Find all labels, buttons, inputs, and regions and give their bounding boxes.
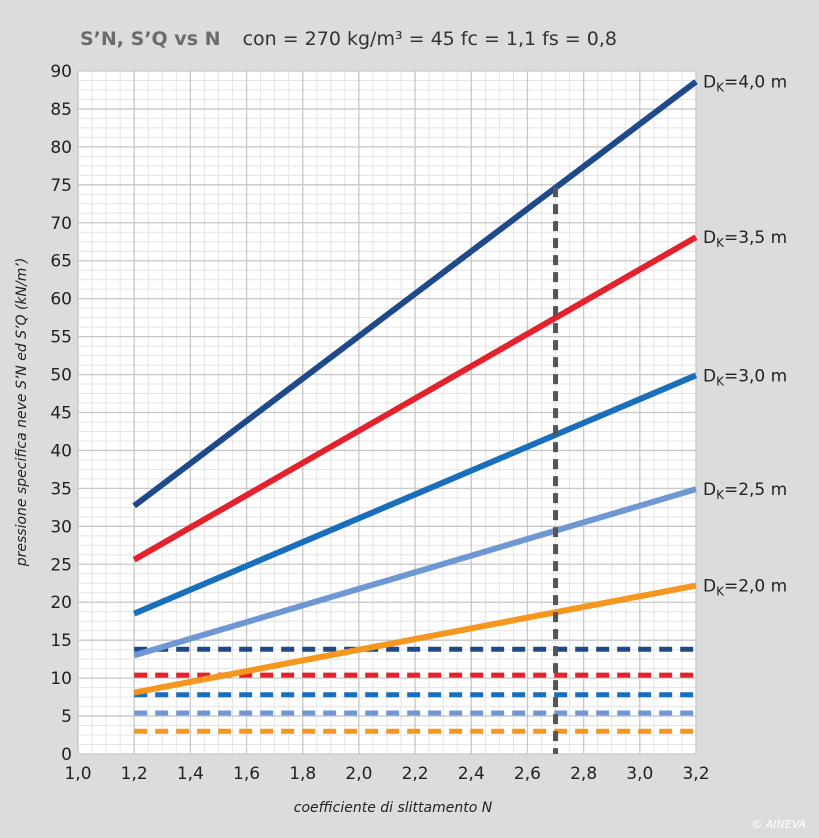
y-tick-label: 40 bbox=[50, 441, 72, 461]
series-label: DK=3,5 m bbox=[703, 228, 787, 250]
series-lines bbox=[132, 79, 698, 696]
x-tick-label: 2,0 bbox=[345, 764, 372, 784]
y-tick-label: 45 bbox=[50, 404, 72, 424]
y-tick-label: 85 bbox=[50, 100, 72, 120]
y-tick-label: 70 bbox=[50, 214, 72, 234]
y-tick-label: 75 bbox=[50, 176, 72, 196]
y-tick-label: 90 bbox=[50, 62, 72, 82]
x-tick-label: 1,6 bbox=[233, 764, 260, 784]
y-tick-label: 30 bbox=[50, 517, 72, 537]
series-line bbox=[133, 582, 697, 696]
y-tick-label: 55 bbox=[50, 328, 72, 348]
series-label: DK=2,5 m bbox=[703, 480, 787, 502]
title-strong-text: S’N, S’Q vs N con = 270 kg/m³ = 45 fc = … bbox=[80, 28, 617, 50]
x-tick-label: 1,8 bbox=[289, 764, 316, 784]
y-tick-label: 65 bbox=[50, 252, 72, 272]
x-axis-label: coefficiente di slittamento N bbox=[294, 800, 493, 816]
series-labels: DK=4,0 m DK=3,5 m DK=3,0 m DK=2,5 m DK=2,0 m bbox=[703, 73, 787, 599]
x-tick-label: 1,0 bbox=[64, 764, 91, 784]
x-tick-label: 3,2 bbox=[682, 764, 709, 784]
y-tick-label: 25 bbox=[50, 555, 72, 575]
x-tick-label: 2,6 bbox=[514, 764, 541, 784]
copyright-text: © AINEVA bbox=[751, 818, 806, 831]
series-line bbox=[133, 372, 698, 617]
y-tick-labels: 0 5 10 15 20 25 30 35 40 45 50 55 60 65 70 75 80 85 90 bbox=[50, 62, 72, 765]
x-tick-labels: 1,0 1,2 1,4 1,6 1,8 2,0 2,2 2,4 2,6 2,8 3,0 3,2 bbox=[64, 764, 709, 784]
y-tick-label: 50 bbox=[50, 366, 72, 386]
title-prefix: S’N, S’Q vs N bbox=[80, 28, 221, 50]
series-line bbox=[132, 79, 698, 509]
y-tick-label: 10 bbox=[50, 669, 72, 689]
x-tick-label: 1,2 bbox=[121, 764, 148, 784]
y-tick-label: 15 bbox=[50, 631, 72, 651]
y-tick-label: 0 bbox=[61, 745, 72, 765]
x-tick-label: 3,0 bbox=[626, 764, 653, 784]
y-tick-label: 20 bbox=[50, 593, 72, 613]
x-tick-label: 2,4 bbox=[458, 764, 485, 784]
chart-title: S’N, S’Q vs N con = 270 kg/m³ = 45 fc = … bbox=[80, 28, 617, 50]
x-tick-label: 1,4 bbox=[177, 764, 204, 784]
series-label: DK=3,0 m bbox=[703, 366, 787, 388]
series-line bbox=[133, 486, 697, 659]
title-rest: con = 270 kg/m³ = 45 fc = 1,1 fs = 0,8 bbox=[243, 28, 617, 50]
x-tick-label: 2,8 bbox=[570, 764, 597, 784]
y-tick-label: 5 bbox=[61, 707, 72, 727]
y-tick-label: 80 bbox=[50, 138, 72, 158]
y-tick-label: 35 bbox=[50, 479, 72, 499]
y-tick-label: 60 bbox=[50, 290, 72, 310]
x-tick-label: 2,2 bbox=[402, 764, 429, 784]
y-axis-label: pressione specifica neve S’N ed S’Q (kN/… bbox=[14, 258, 30, 568]
series-label: DK=2,0 m bbox=[703, 577, 787, 599]
series-label: DK=4,0 m bbox=[703, 73, 787, 95]
series-line bbox=[132, 234, 698, 563]
